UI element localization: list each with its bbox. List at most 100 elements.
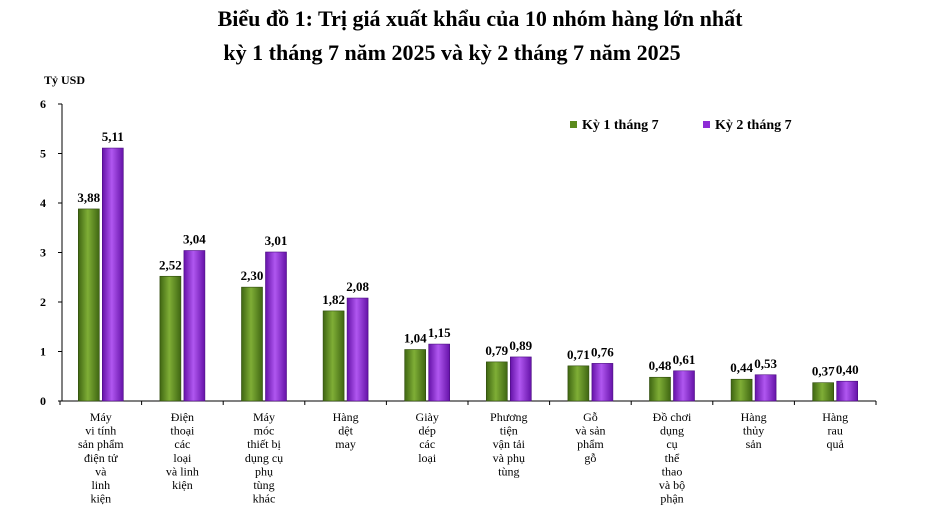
bar-series-1: [812, 382, 835, 402]
data-label: 5,11: [102, 129, 124, 144]
category-label-line: dép: [419, 424, 436, 438]
category-label-line: và: [95, 464, 107, 478]
data-label: 0,53: [754, 356, 777, 371]
bar-series-1: [730, 378, 753, 402]
category-label-line: phẩm: [577, 437, 604, 451]
data-label: 3,01: [265, 233, 288, 248]
category-label-line: Gỗ: [583, 410, 598, 424]
category-label-line: linh: [91, 478, 110, 492]
y-tick-label: 4: [40, 196, 46, 210]
bar-series-2: [102, 147, 124, 402]
data-label: 0,44: [730, 360, 753, 375]
category-label: Máy vi tính sản phẩm điện tử và linh kiện: [78, 410, 124, 506]
bar-series-2: [428, 343, 451, 402]
data-label: 0,79: [485, 343, 508, 358]
bar-series-2: [265, 251, 287, 402]
category-label-line: sản: [746, 437, 762, 451]
legend-label-series-2: Kỳ 2 tháng 7: [715, 118, 792, 133]
y-tick-label: 0: [40, 394, 46, 408]
bar-series-1: [241, 286, 263, 402]
category-label-line: thao: [662, 464, 683, 478]
chart-subtitle: kỳ 1 tháng 7 năm 2025 và kỳ 2 tháng 7 nă…: [223, 40, 680, 65]
bar-series-2: [591, 363, 614, 402]
category-label-line: tùng: [498, 464, 519, 478]
data-label: 0,40: [836, 362, 859, 377]
category-label-line: Máy: [90, 410, 112, 424]
category-label-line: Đồ chơi: [653, 410, 692, 424]
category-label-line: cụ: [666, 437, 677, 451]
data-label: 1,04: [404, 331, 427, 346]
category-label-line: khác: [253, 492, 276, 506]
chart-title: Biểu đồ 1: Trị giá xuất khẩu của 10 nhóm…: [218, 6, 744, 31]
bar-series-1: [322, 310, 345, 402]
data-labels-group: 3,88 5,11 2,523,04 2,30 3,01 1,822,08 1,04 1,15…: [77, 129, 858, 379]
bar-series-1: [404, 349, 427, 402]
bar-series-2: [509, 356, 532, 402]
category-label-line: sản phẩm: [78, 437, 124, 451]
bar-series-1: [78, 208, 100, 402]
category-label-line: và bộ: [659, 478, 685, 492]
category-label-line: phụ: [255, 464, 273, 478]
category-label-line: phận: [660, 492, 683, 506]
category-label-line: và linh: [166, 464, 199, 478]
category-label-line: dụng cụ: [245, 451, 283, 465]
data-label: 1,82: [322, 292, 345, 307]
category-label-line: thiết bị: [247, 437, 281, 451]
y-tick-label: 6: [40, 97, 46, 111]
category-label-line: gỗ: [584, 451, 596, 465]
legend-swatch-series-2: [703, 121, 710, 128]
category-label: Điện thoại các loại và linh kiện: [166, 410, 199, 492]
category-label-line: kiện: [90, 492, 111, 506]
data-label: 3,88: [77, 190, 100, 205]
data-label: 0,76: [591, 344, 614, 359]
category-label-line: và phụ: [493, 451, 525, 465]
category-label-line: thủy: [743, 424, 764, 438]
category-label: Máy móc thiết bị dụng cụ phụ tùng khác: [245, 410, 283, 506]
category-label-line: Phương: [490, 410, 528, 424]
category-label: Gỗ và sản phẩm gỗ: [575, 410, 605, 465]
y-tick-label: 3: [40, 246, 46, 260]
data-label: 2,08: [346, 279, 369, 294]
category-label-line: loại: [418, 451, 437, 465]
bar-series-1: [567, 365, 590, 402]
bar-series-2: [183, 250, 206, 402]
bar-series-1: [649, 376, 671, 402]
y-tick-label: 1: [40, 345, 46, 359]
data-label: 2,52: [159, 257, 182, 272]
category-label-line: may: [335, 437, 356, 451]
category-label-line: các: [174, 437, 190, 451]
y-tick-label: 5: [40, 147, 46, 161]
bar-series-1: [485, 361, 508, 402]
category-label-line: tùng: [253, 478, 274, 492]
category-label-line: Hàng: [822, 410, 848, 424]
category-label-line: dệt: [338, 424, 353, 438]
bar-series-2: [754, 374, 777, 402]
category-label-line: quả: [827, 437, 845, 451]
y-tick-label: 2: [40, 295, 46, 309]
bars-group: [78, 147, 859, 402]
data-label: 0,61: [673, 352, 696, 367]
category-label: Đồ chơi dụng cụ thể thao và bộ phận: [653, 410, 692, 506]
data-label: 0,37: [812, 364, 835, 379]
data-label: 0,48: [649, 358, 672, 373]
category-label-line: loại: [173, 451, 192, 465]
category-label-line: điện tử: [84, 451, 118, 465]
bar-series-2: [673, 370, 695, 402]
data-label: 3,04: [183, 232, 206, 247]
category-label-line: Hàng: [333, 410, 359, 424]
category-label: Hàng thủy sản: [741, 410, 767, 451]
category-label: Hàng rau quả: [822, 410, 848, 451]
data-label: 2,30: [241, 268, 264, 283]
category-label: Hàng dệt may: [333, 410, 359, 451]
category-label-line: Điện: [171, 410, 194, 424]
bar-series-2: [836, 380, 859, 402]
category-label-line: thoại: [170, 424, 195, 438]
data-label: 0,89: [509, 338, 532, 353]
category-label-line: rau: [828, 424, 843, 438]
category-label: Phương tiện vận tải và phụ tùng: [490, 410, 528, 478]
bar-series-1: [159, 275, 182, 402]
category-label: Giày dép các loại: [416, 410, 439, 465]
